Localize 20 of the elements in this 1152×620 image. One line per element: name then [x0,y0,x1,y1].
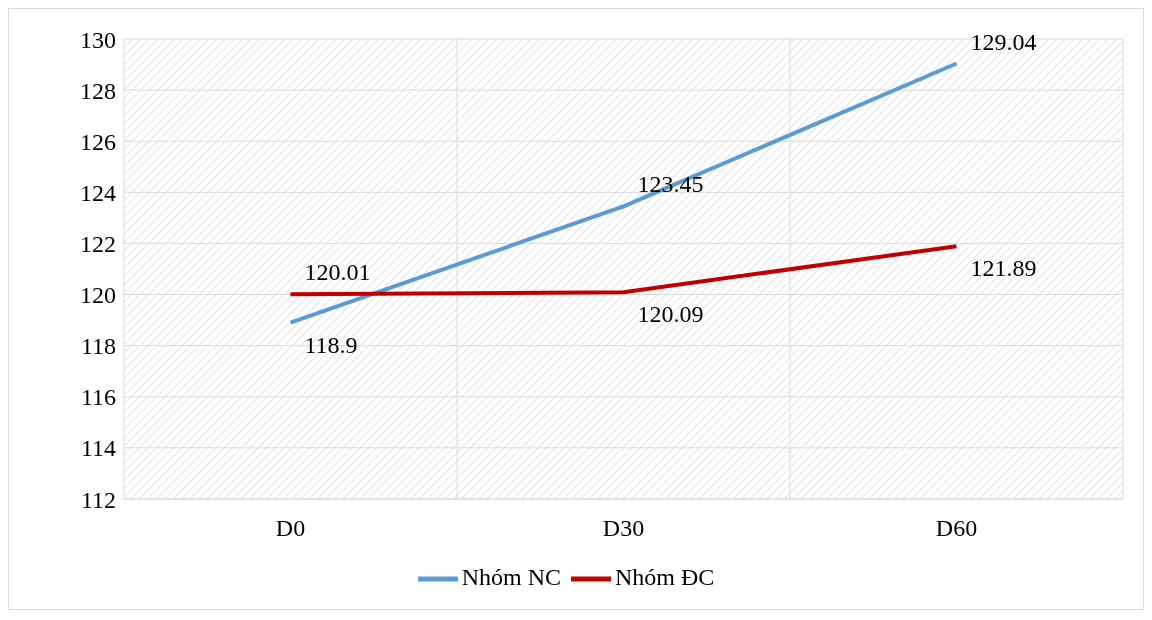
legend-label: Nhóm NC [461,563,561,590]
y-tick-label: 116 [80,384,116,411]
y-tick-label: 118 [80,333,116,360]
y-tick-label: 128 [80,77,116,104]
y-tick-label: 112 [80,486,116,513]
x-tick-label: D30 [602,515,645,542]
x-tick-label: D60 [935,515,978,542]
y-tick-label: 120 [80,282,116,309]
data-label: 120.01 [304,259,371,286]
y-tick-label: 130 [80,26,116,53]
x-tick-label: D0 [275,515,306,542]
y-tick-label: 122 [80,230,116,257]
data-label: 120.09 [637,301,704,328]
y-tick-label: 124 [80,179,116,206]
y-tick-label: 114 [80,435,116,462]
data-label: 118.9 [304,331,358,358]
legend-label: Nhóm ĐC [615,563,715,590]
data-label: 121.89 [970,255,1037,282]
data-label: 129.04 [970,28,1037,55]
y-tick-label: 126 [80,128,116,155]
